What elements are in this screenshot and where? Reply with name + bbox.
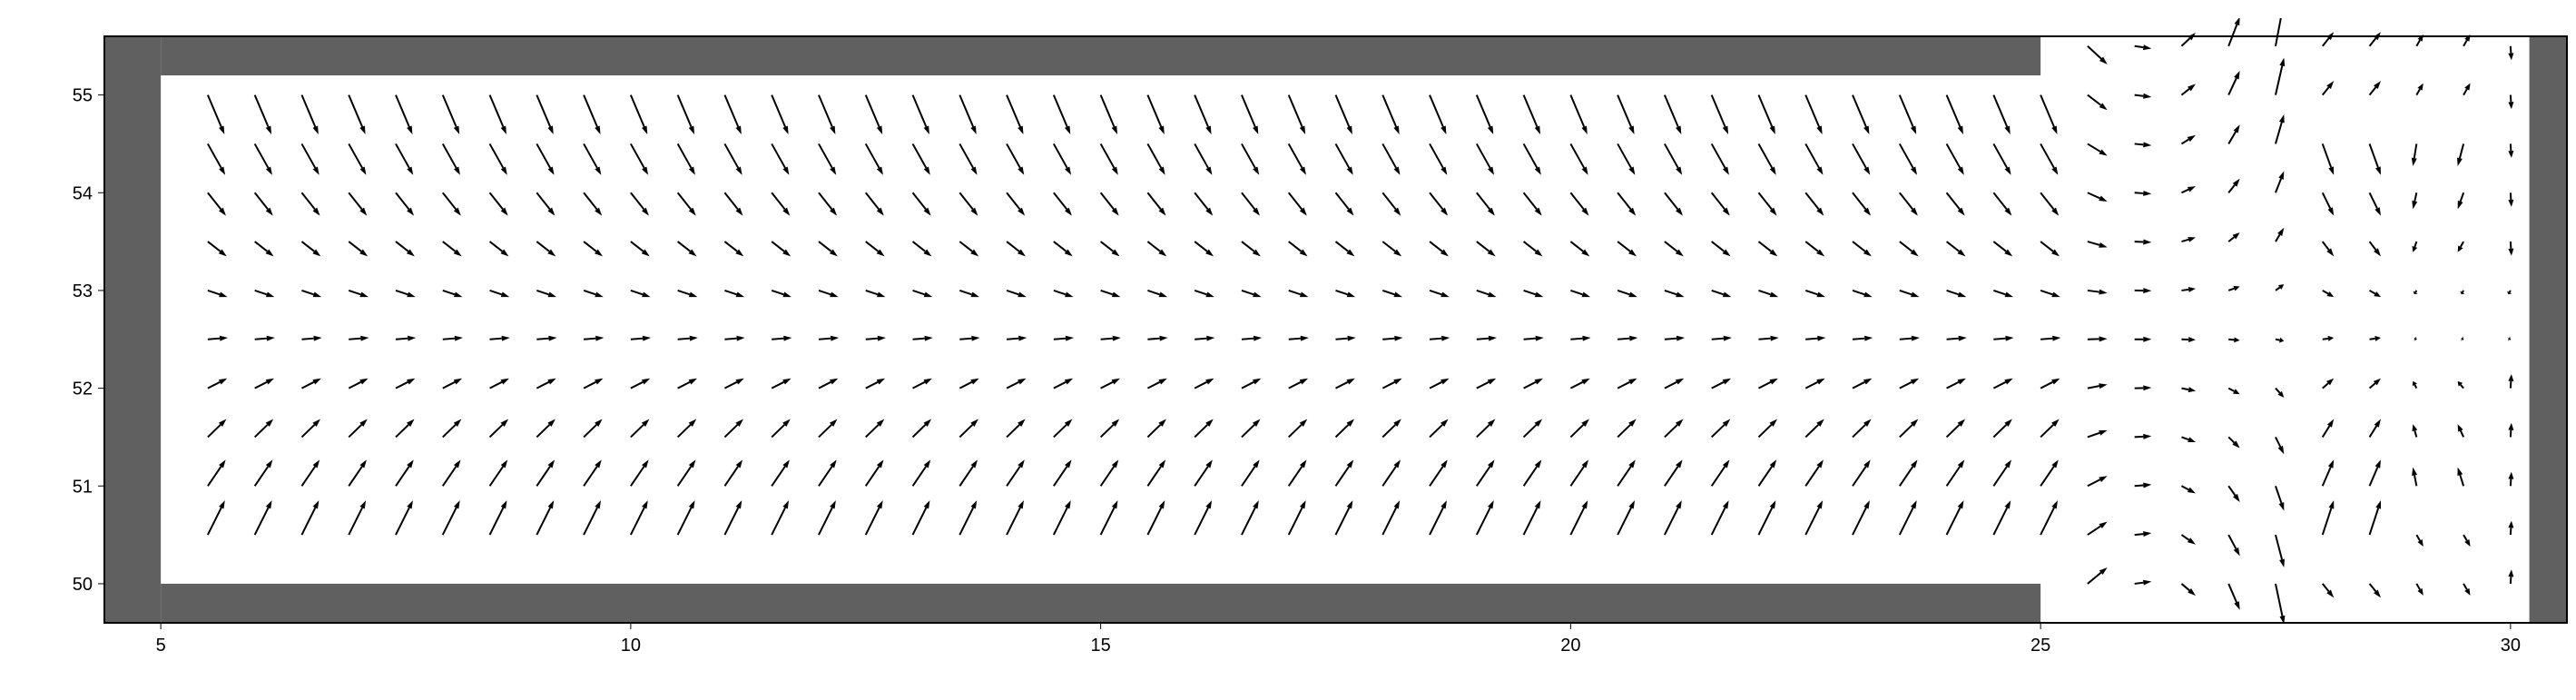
xtick-label: 10 bbox=[621, 636, 641, 656]
arrow bbox=[1101, 339, 1113, 340]
ytick-label: 55 bbox=[73, 86, 93, 106]
chart-svg: 5 10 15 20 25 30 50 51 52 53 54 55 bbox=[18, 18, 2576, 677]
xtick-label: 25 bbox=[2030, 636, 2050, 656]
arrow bbox=[913, 339, 925, 340]
arrow bbox=[1336, 339, 1348, 340]
arrow bbox=[1007, 339, 1018, 340]
arrow bbox=[959, 339, 971, 340]
arrow bbox=[2415, 339, 2416, 340]
xtick-label: 20 bbox=[1560, 636, 1580, 656]
arrow bbox=[2323, 339, 2328, 340]
vector-field-quiver-plot: 5 10 15 20 25 30 50 51 52 53 54 55 bbox=[18, 18, 2576, 677]
arrow bbox=[1477, 339, 1489, 340]
arrow bbox=[2415, 291, 2416, 292]
arrow bbox=[772, 339, 783, 340]
arrow bbox=[208, 339, 220, 340]
xtick-label: 30 bbox=[2501, 636, 2521, 656]
arrow bbox=[2181, 290, 2188, 291]
arrow bbox=[1054, 339, 1066, 340]
arrow bbox=[1289, 339, 1301, 340]
arrow bbox=[1524, 339, 1536, 340]
arrow bbox=[349, 339, 360, 340]
arrow bbox=[1195, 339, 1206, 340]
arrow bbox=[678, 339, 690, 340]
arrow bbox=[2135, 143, 2144, 144]
arrow bbox=[2510, 291, 2511, 292]
arrow bbox=[819, 339, 831, 340]
arrow bbox=[1758, 339, 1770, 340]
arrow bbox=[2135, 46, 2144, 47]
arrow bbox=[1947, 339, 1959, 340]
mask-region-0 bbox=[104, 36, 161, 623]
arrow bbox=[2135, 192, 2144, 193]
arrow bbox=[631, 339, 643, 340]
arrow bbox=[1242, 339, 1254, 340]
arrow bbox=[2370, 339, 2375, 340]
arrow bbox=[2135, 95, 2144, 96]
arrow bbox=[1665, 339, 1676, 340]
mask-region-1 bbox=[161, 584, 2040, 623]
arrow bbox=[1570, 339, 1582, 340]
mask-region-2 bbox=[161, 36, 2040, 75]
arrow bbox=[2510, 339, 2511, 340]
ytick-label: 53 bbox=[73, 281, 93, 301]
ytick-label: 51 bbox=[73, 477, 93, 497]
arrow bbox=[490, 339, 502, 340]
arrow bbox=[2135, 437, 2144, 438]
arrow bbox=[1993, 339, 2005, 340]
arrow bbox=[536, 339, 548, 340]
arrow bbox=[1712, 339, 1724, 340]
arrow bbox=[1853, 339, 1864, 340]
arrow bbox=[2135, 534, 2144, 535]
arrow bbox=[396, 339, 408, 340]
arrow bbox=[255, 339, 267, 340]
xtick-label: 15 bbox=[1091, 636, 1111, 656]
arrow bbox=[1382, 339, 1394, 340]
arrow bbox=[1805, 339, 1817, 340]
arrow bbox=[443, 339, 455, 340]
arrow bbox=[2135, 583, 2144, 584]
arrow bbox=[1617, 339, 1629, 340]
ytick-label: 54 bbox=[73, 183, 93, 203]
xtick-label: 5 bbox=[156, 636, 166, 656]
arrow bbox=[2040, 339, 2052, 340]
mask-region-3 bbox=[2530, 36, 2567, 623]
arrow bbox=[724, 339, 736, 340]
ytick-label: 52 bbox=[73, 380, 93, 399]
arrow bbox=[2135, 486, 2144, 487]
arrow bbox=[301, 339, 313, 340]
arrow bbox=[584, 339, 595, 340]
arrow bbox=[1900, 339, 1912, 340]
arrow bbox=[1147, 339, 1159, 340]
ytick-label: 50 bbox=[73, 575, 93, 595]
arrow bbox=[866, 339, 878, 340]
arrow bbox=[1430, 339, 1441, 340]
